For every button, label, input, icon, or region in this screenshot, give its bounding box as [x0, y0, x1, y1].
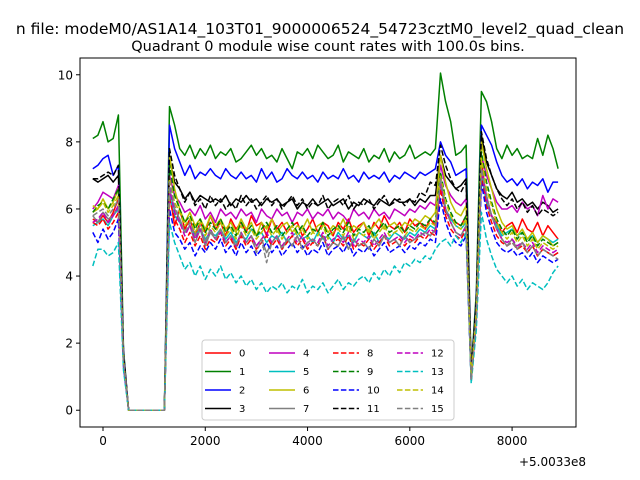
legend-label-11: 11 [367, 404, 380, 415]
figure-suptitle: n file: modeM0/AS1A14_103T01_9000006524_… [16, 20, 624, 39]
y-tick-label: 4 [65, 270, 73, 284]
series-layer [92, 72, 559, 411]
x-tick-label: 4000 [292, 434, 323, 448]
legend-label-7: 7 [303, 404, 309, 415]
y-tick-label: 10 [58, 68, 73, 82]
x-tick-label: 8000 [497, 434, 528, 448]
legend-label-12: 12 [431, 349, 444, 360]
series-line-13 [92, 211, 559, 411]
x-axis: 0 2000 4000 6000 8000 [99, 427, 527, 448]
legend-label-14: 14 [431, 386, 444, 397]
chart-title: Quadrant 0 module wise count rates with … [131, 39, 525, 55]
x-offset-label: +5.0033e8 [519, 455, 586, 469]
x-tick-label: 2000 [190, 434, 221, 448]
y-axis: 0 2 4 6 8 10 [58, 68, 80, 418]
legend-label-13: 13 [431, 367, 444, 378]
legend-label-5: 5 [303, 367, 309, 378]
y-tick-label: 8 [65, 135, 73, 149]
legend-label-8: 8 [367, 349, 373, 360]
axes-frame [79, 57, 577, 428]
legend-box [201, 339, 455, 421]
legend-label-0: 0 [239, 349, 245, 360]
legend-label-2: 2 [239, 386, 245, 397]
legend-label-9: 9 [367, 367, 373, 378]
series-line-15 [92, 167, 559, 411]
x-tick-label: 6000 [395, 434, 426, 448]
legend-label-15: 15 [431, 404, 444, 415]
legend-label-3: 3 [239, 404, 245, 415]
series-line-11 [92, 131, 559, 411]
legend-label-6: 6 [303, 386, 309, 397]
legend-label-4: 4 [303, 349, 309, 360]
legend-label-1: 1 [239, 367, 245, 378]
legend-label-10: 10 [367, 386, 380, 397]
y-tick-label: 0 [65, 404, 73, 418]
series-line-1 [92, 72, 559, 411]
y-tick-label: 6 [65, 202, 73, 216]
y-tick-label: 2 [65, 337, 73, 351]
plot-area [92, 72, 559, 411]
x-tick-label: 0 [99, 434, 107, 448]
